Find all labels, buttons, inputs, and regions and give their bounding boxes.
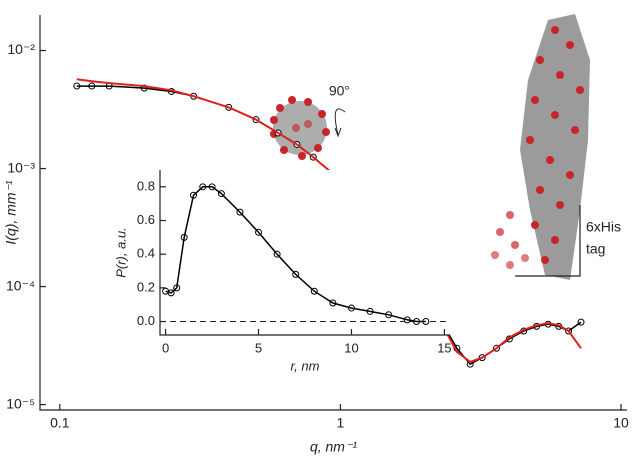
x-axis-label: r, nm [291, 358, 320, 373]
x-tick-label: 10 [344, 340, 358, 355]
x-tick-label: 10 [613, 415, 629, 431]
y-tick-label: 10⁻⁵ [6, 395, 35, 411]
y-tick-label: 0.4 [137, 246, 155, 261]
data-line [165, 186, 426, 323]
y-axis-label: I(q), mm⁻¹ [3, 180, 19, 244]
axis-line [159, 170, 450, 336]
y-tick-label: 0.8 [137, 178, 155, 193]
y-tick-label: 0.2 [137, 279, 155, 294]
x-tick-label: 0.1 [50, 415, 70, 431]
y-tick-label: 0.6 [137, 212, 155, 227]
annotation: tag [586, 241, 605, 257]
inset-background [158, 170, 452, 335]
x-tick-label: 0 [162, 340, 169, 355]
x-tick-label: 15 [437, 340, 451, 355]
x-tick-label: 5 [255, 340, 262, 355]
axis-line [39, 15, 627, 411]
y-tick-label: 10⁻² [7, 41, 35, 57]
y-tick-label: 10⁻⁴ [6, 277, 35, 293]
molecule-illustration [270, 14, 590, 280]
x-tick-label: 1 [337, 415, 345, 431]
annotation: 6xHis [586, 219, 621, 235]
y-tick-label: 0.0 [137, 313, 155, 328]
annotation: 90° [329, 83, 350, 99]
x-axis-label: q, nm⁻¹ [310, 439, 357, 455]
y-axis-label: P(r), a.u. [113, 227, 128, 278]
y-tick-label: 10⁻³ [7, 159, 35, 175]
